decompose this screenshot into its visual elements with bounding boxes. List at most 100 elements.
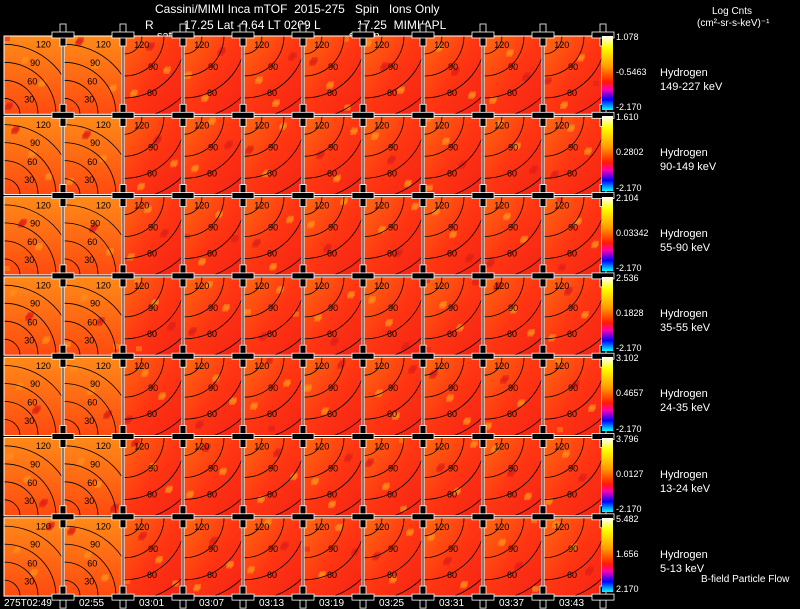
band-label: Hydrogen 5-13 keV — [660, 548, 708, 576]
colorbar-tick-cmid: -0.5463 — [616, 67, 647, 78]
grid-cross-marker — [291, 505, 315, 529]
time-label: 03:25 — [379, 598, 405, 609]
contour-label: 60 — [327, 409, 337, 419]
contour-label: 120 — [314, 281, 329, 291]
grid-cross-marker — [231, 585, 255, 609]
contour-label: 90 — [268, 142, 278, 152]
contour-label: 120 — [554, 120, 569, 130]
contour-label: 90 — [30, 218, 40, 228]
image-cell: 120 90 60 — [243, 437, 329, 522]
contour-label: 60 — [27, 237, 37, 247]
contour-label: 120 — [554, 442, 569, 452]
band-energy: 13-24 keV — [660, 482, 711, 495]
contour-label: 120 — [494, 522, 509, 532]
contour-label: 60 — [507, 409, 517, 419]
contour-label: 60 — [147, 490, 157, 500]
grid-cross-marker — [351, 264, 375, 288]
contour-label: 120 — [134, 281, 149, 291]
image-cell: 120 90 60 — [183, 437, 269, 522]
contour-label: 90 — [328, 383, 338, 393]
image-cell: 120 90 60 30 — [3, 437, 75, 517]
contour-label: 90 — [508, 223, 518, 233]
contour-label: 30 — [24, 95, 34, 105]
contour-label: 120 — [134, 361, 149, 371]
contour-label: 90 — [30, 459, 40, 469]
image-cell: 120 90 60 — [183, 196, 269, 281]
contour-label: 120 — [96, 522, 111, 532]
contour-label: 60 — [327, 249, 337, 259]
contour-label: 30 — [24, 335, 34, 345]
colorbar — [602, 36, 613, 111]
contour-label: 90 — [448, 303, 458, 313]
grid-cross-marker — [51, 264, 75, 288]
grid-cross-marker — [471, 425, 495, 448]
image-cell: 120 90 60 30 — [63, 35, 135, 115]
band-energy: 55-90 keV — [660, 241, 711, 254]
contour-label: 120 — [96, 40, 111, 50]
contour-label: 120 — [36, 40, 51, 50]
chart-title: Cassini/MIMI Inca mTOF 2015-275 Spin Ion… — [155, 2, 440, 16]
contour-label: 60 — [447, 329, 457, 339]
contour-label: 90 — [148, 142, 158, 152]
image-cell: 120 90 60 — [363, 356, 449, 442]
contour-label: 120 — [314, 40, 329, 50]
contour-label: 120 — [254, 201, 269, 211]
image-cell: 120 90 60 — [123, 517, 209, 603]
contour-label: 90 — [568, 464, 578, 474]
grid-cross-marker — [171, 344, 195, 368]
image-cell: 120 90 60 — [183, 276, 269, 362]
contour-label: 60 — [207, 409, 217, 419]
contour-label: 120 — [434, 442, 449, 452]
colorbar — [602, 437, 613, 512]
grid-cross-marker — [411, 505, 435, 529]
contour-label: 30 — [84, 95, 94, 105]
contour-label: 90 — [208, 142, 218, 152]
grid-cross-marker — [231, 505, 255, 529]
contour-label: 30 — [24, 175, 34, 185]
contour-label: 60 — [447, 490, 457, 500]
contour-label: 90 — [508, 383, 518, 393]
contour-label: 60 — [387, 570, 397, 580]
contour-label: 120 — [36, 200, 51, 210]
colorbar-tick-cmid: 0.2802 — [616, 147, 644, 158]
contour-label: 60 — [87, 398, 97, 408]
contour-label: 60 — [267, 409, 277, 419]
grid-cross-marker — [111, 425, 135, 448]
contour-label: 60 — [267, 249, 277, 259]
image-cell: 120 90 60 — [183, 356, 269, 442]
image-cell: 120 90 60 — [303, 115, 389, 201]
contour-label: 90 — [208, 223, 218, 233]
grid-cross-marker — [351, 585, 375, 609]
colorbar — [602, 196, 613, 271]
colorbar-tick-cmax: 2.536 — [616, 272, 639, 283]
contour-label: 120 — [36, 361, 51, 371]
image-cell: 120 90 60 30 — [3, 356, 75, 437]
band-label: Hydrogen 13-24 keV — [660, 468, 710, 496]
contour-label: 90 — [508, 464, 518, 474]
grid-cross-marker — [231, 103, 255, 127]
contour-label: 90 — [208, 464, 218, 474]
contour-label: 120 — [194, 201, 209, 211]
contour-label: 60 — [87, 317, 97, 327]
image-cell: 120 90 60 — [543, 517, 629, 603]
image-cell: 120 90 60 — [183, 35, 269, 121]
contour-label: 60 — [87, 77, 97, 87]
colorbar-tick-cmax: 1.610 — [616, 112, 639, 123]
band-species: Hydrogen — [660, 468, 708, 481]
contour-label: 60 — [27, 478, 37, 488]
image-cell: 120 90 60 — [483, 437, 569, 522]
contour-label: 90 — [328, 544, 338, 554]
contour-label: 60 — [567, 490, 577, 500]
contour-label: 60 — [27, 317, 37, 327]
contour-label: 90 — [30, 138, 40, 148]
contour-label: 120 — [194, 361, 209, 371]
image-cell: 120 90 60 — [303, 276, 389, 362]
contour-label: 120 — [254, 281, 269, 291]
contour-label: 60 — [147, 168, 157, 178]
contour-label: 90 — [268, 303, 278, 313]
contour-label: 90 — [268, 464, 278, 474]
image-cell: 120 90 60 — [363, 276, 449, 362]
image-cell: 120 90 60 — [123, 356, 209, 442]
contour-label: 60 — [567, 409, 577, 419]
contour-label: 120 — [554, 522, 569, 532]
